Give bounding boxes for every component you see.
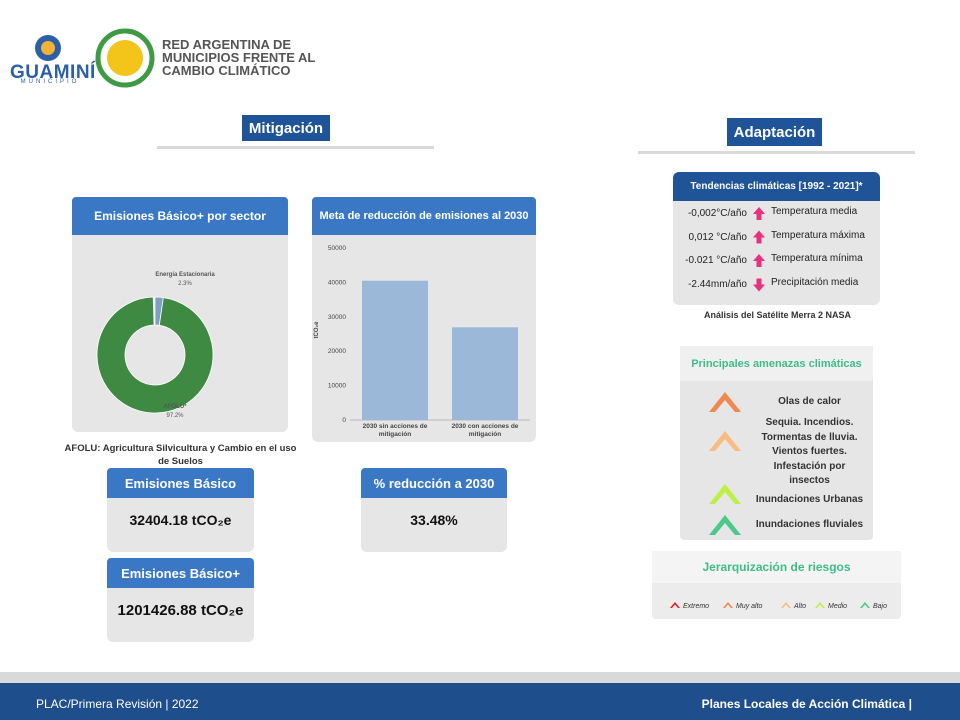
threat-text: Inundaciones Urbanas <box>755 494 864 505</box>
trend-label: Temperatura máxima <box>771 229 865 241</box>
source-note: Análisis del Satélite Merra 2 NASA <box>703 310 852 320</box>
x-tick-label: 2030 sin acciones de mitigación <box>362 423 428 438</box>
chart-title: Emisiones Básico+ por sector <box>72 197 288 235</box>
trend-label: Precipitación media <box>771 276 859 288</box>
trend-value: -2.44mm/año <box>688 278 747 290</box>
network-name: RED ARGENTINA DE <box>162 37 292 52</box>
threats-title: Principales amenazas climáticas <box>691 357 862 370</box>
section-rule <box>157 146 434 149</box>
threats-title-band <box>680 346 873 381</box>
trend-value: 0,012 °C/año <box>688 231 748 243</box>
threat-text: Inundaciones fluviales <box>755 519 864 530</box>
threat-text: Olas de calor <box>778 396 841 407</box>
municipality-sub: MUNICIPIO <box>20 79 80 85</box>
x-tick-label: 2030 con acciones de mitigación <box>451 423 519 438</box>
kpi-title: Emisiones Básico+ <box>107 558 254 588</box>
municipality-name: GUAMINÍ <box>10 62 96 83</box>
section-rule <box>638 151 915 154</box>
trends-title: Tendencias climáticas [1992 - 2021]* <box>673 172 880 201</box>
risks-title: Jerarquización de riesgos <box>702 560 851 574</box>
logo-emblem <box>35 35 61 61</box>
kpi-value: 1201426.88 tCO₂e <box>117 602 244 619</box>
logo-ring <box>95 28 155 88</box>
kpi-value: 33.48% <box>410 512 458 528</box>
footer-bar <box>0 683 960 720</box>
footer-band <box>0 672 960 683</box>
trend-label: Temperatura mínima <box>771 253 863 264</box>
kpi-title: Emisiones Básico <box>107 468 254 498</box>
network-name: MUNICIPIOS FRENTE AL <box>162 50 316 65</box>
logo-sun <box>107 40 143 76</box>
afolu-note: AFOLU: Agricultura Silvicultura y Cambio… <box>64 443 297 467</box>
section-title: Adaptación <box>727 118 822 146</box>
trend-label: Temperatura media <box>771 206 858 217</box>
chart-title: Meta de reducción de emisiones al 2030 <box>312 197 536 235</box>
trend-value: -0,002°C/año <box>687 208 747 219</box>
network-name: CAMBIO CLIMÁTICO <box>162 63 291 78</box>
footer-right: Planes Locales de Acción Climática | <box>701 697 912 711</box>
logo-emblem <box>41 41 55 55</box>
risks-title-band <box>652 551 901 583</box>
kpi-title: % reducción a 2030 <box>361 468 507 498</box>
trend-value: -0.021 °C/año <box>685 255 747 266</box>
threat-text: Sequia. Incendios. Tormentas de lluvia. … <box>761 417 858 486</box>
footer-left: PLAC/Primera Revisión | 2022 <box>36 697 199 711</box>
section-title: Mitigación <box>242 115 330 141</box>
kpi-value: 32404.18 tCO₂e <box>129 512 232 528</box>
